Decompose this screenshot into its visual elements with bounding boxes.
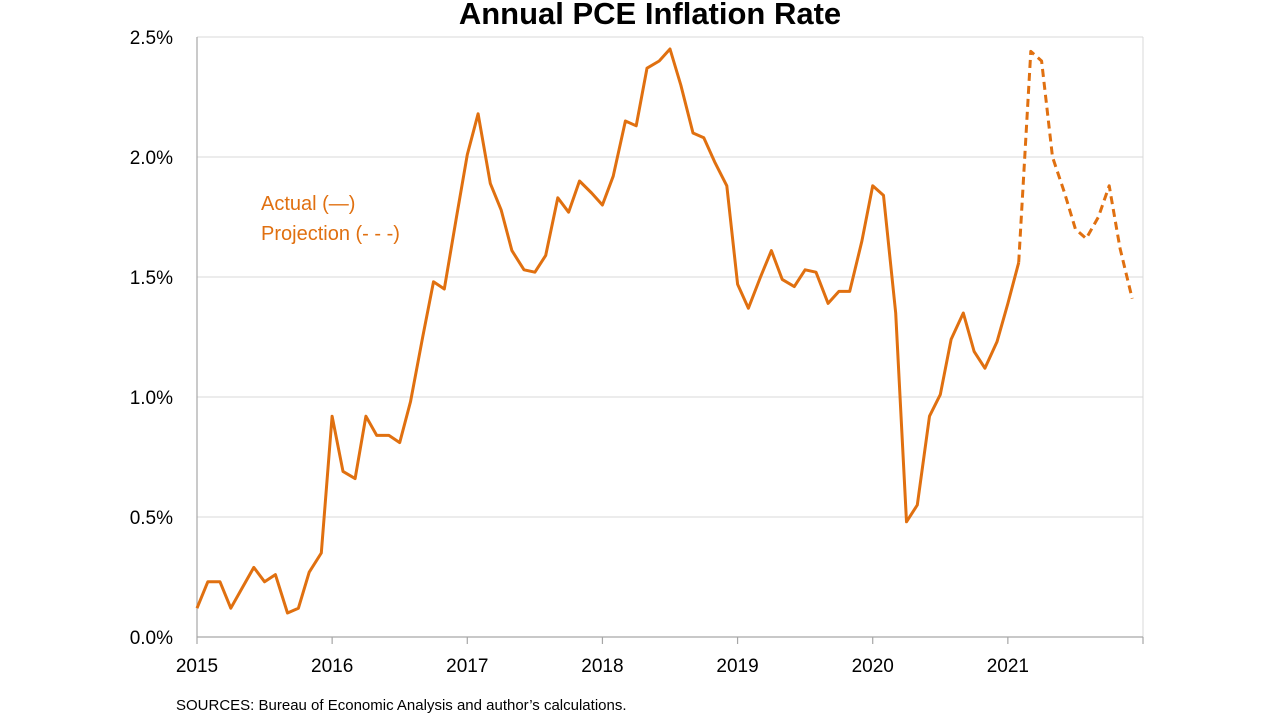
chart-title: Annual PCE Inflation Rate [458, 0, 842, 31]
x-tick-label: 2021 [987, 656, 1029, 677]
annotation-projection: Projection (- - -) [261, 223, 400, 245]
projection-line [1017, 49, 1134, 299]
actual-line [195, 47, 1021, 615]
y-tick-label: 2.5% [130, 28, 173, 49]
annotation-actual: Actual (—) [261, 193, 355, 215]
y-tick-label: 0.0% [130, 628, 173, 649]
source-note: SOURCES: Bureau of Economic Analysis and… [176, 697, 627, 714]
annotations: Actual (—) Projection (- - -) [261, 193, 400, 245]
x-tick-label: 2018 [581, 656, 623, 677]
axes: 0.0% 0.5% 1.0% 1.5% 2.0% 2.5% 2015 2016 2017 2018… [130, 28, 1144, 677]
y-tick-label: 0.5% [130, 508, 173, 529]
x-tick-label: 2019 [716, 656, 758, 677]
x-tick-label: 2020 [852, 656, 894, 677]
x-tick-label: 2016 [311, 656, 353, 677]
gridlines [197, 36, 1144, 637]
y-tick-label: 1.5% [130, 268, 173, 289]
y-tick-label: 2.0% [130, 148, 173, 169]
x-tick-label: 2017 [446, 656, 488, 677]
x-tick-label: 2015 [176, 656, 218, 677]
series-lines [195, 47, 1134, 615]
y-tick-label: 1.0% [130, 388, 173, 409]
